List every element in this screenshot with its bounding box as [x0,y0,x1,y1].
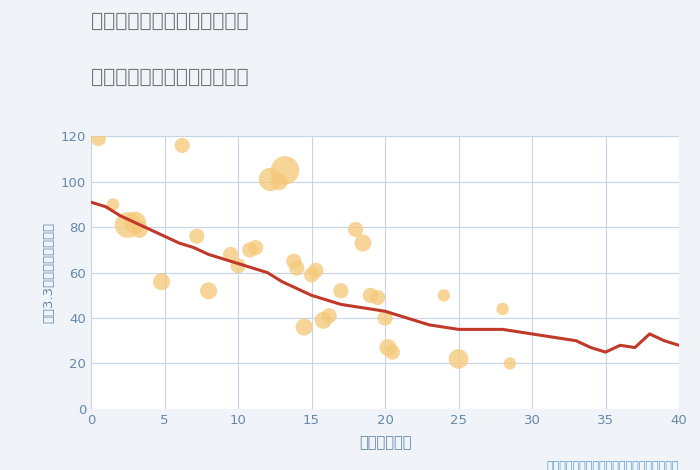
Point [358,239,369,247]
Point [504,360,515,367]
Point [225,251,237,258]
Point [274,178,285,186]
Text: 築年数別中古マンション価格: 築年数別中古マンション価格 [91,68,248,87]
Point [365,291,376,299]
Point [497,305,508,313]
Point [203,287,214,295]
Point [156,278,167,285]
Point [122,221,133,229]
Point [291,264,302,272]
Point [265,176,276,183]
Point [382,344,393,352]
Text: 円の大きさは、取引のあった物件面積を示す: 円の大きさは、取引のあった物件面積を示す [547,461,679,470]
Text: 岐阜県羽島市小熊町外粟野の: 岐阜県羽島市小熊町外粟野の [91,12,248,31]
Point [244,246,256,254]
Y-axis label: 坪（3.3㎡）単価（万円）: 坪（3.3㎡）単価（万円） [42,222,55,323]
Point [335,287,346,295]
Point [134,226,145,233]
Point [438,291,449,299]
Point [310,266,321,274]
Point [306,271,317,279]
Point [318,317,329,324]
Point [298,323,309,331]
Point [453,355,464,363]
Point [92,135,104,142]
Point [386,348,398,356]
Point [379,314,391,322]
Point [288,258,300,265]
Point [108,201,119,208]
Point [350,226,361,233]
Point [191,233,202,240]
Point [250,244,261,251]
Point [372,294,384,301]
Point [176,141,188,149]
Point [232,262,244,270]
X-axis label: 築年数（年）: 築年数（年） [358,435,412,450]
Point [323,312,335,320]
Point [279,167,290,174]
Point [130,219,141,227]
